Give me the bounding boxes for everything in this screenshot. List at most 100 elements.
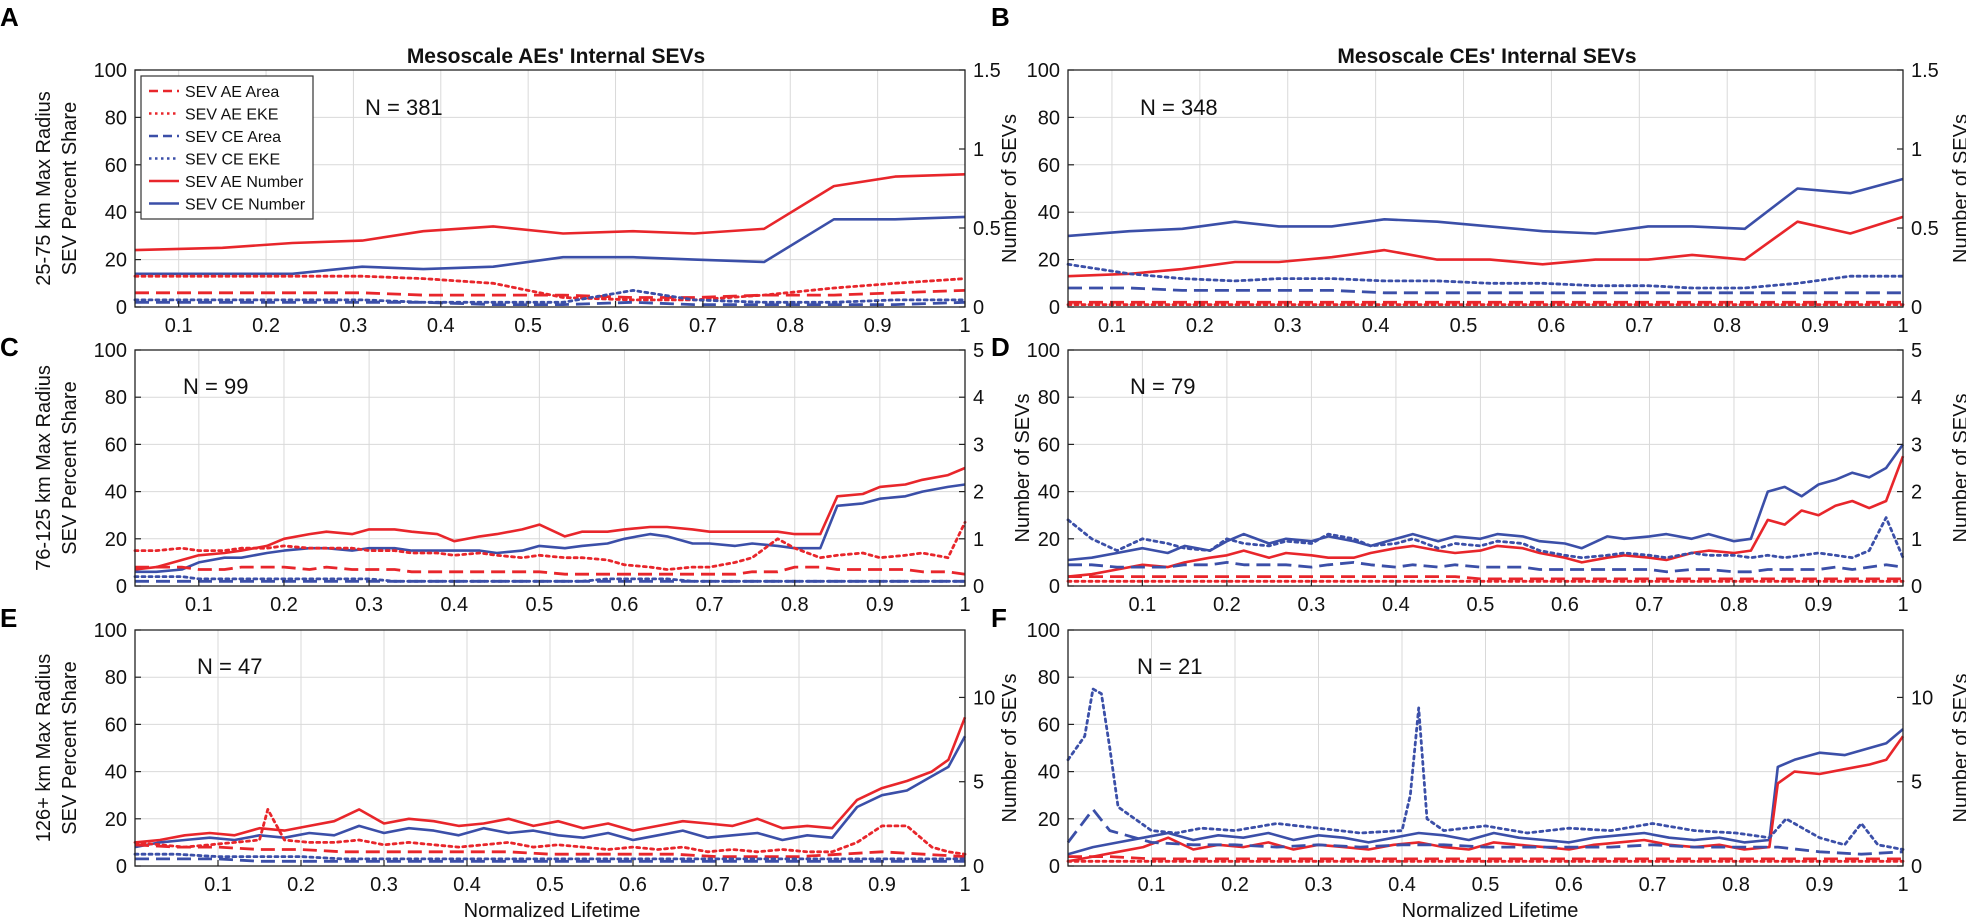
ylabel-right: Number of SEVs [1950, 394, 1966, 543]
ytick-label: 40 [105, 482, 127, 504]
legend-label: SEV CE Number [185, 197, 306, 214]
xtick-label: 0.4 [1382, 594, 1410, 616]
ytick-right-label: 1.5 [1911, 60, 1939, 82]
ytick-right-label: 5 [1911, 340, 1922, 362]
series-line-sev-ce-number [135, 483, 966, 574]
series-line-sev-ae-eke [133, 520, 967, 571]
ytick-label: 80 [1038, 667, 1060, 689]
xtick-label: 0.8 [1713, 315, 1741, 337]
panel-letter-d: D [991, 332, 1010, 362]
ytick-right-label: 3 [973, 434, 984, 456]
xtick-label: 0.5 [536, 874, 564, 896]
xtick-label: 0.4 [440, 594, 468, 616]
ytick-label: 40 [1038, 482, 1060, 504]
xtick-label: 0.2 [1213, 594, 1241, 616]
ylabel-left: 126+ km Max Radius [33, 654, 55, 842]
series-line-sev-ce-number [134, 735, 967, 849]
ytick-label: 80 [105, 107, 127, 129]
ytick-label: 40 [1038, 202, 1060, 224]
xtick-label: 0.8 [1722, 874, 1750, 896]
ytick-label: 80 [105, 387, 127, 409]
xtick-label: 1 [1897, 874, 1908, 896]
series-line-sev-ae-number [1067, 215, 1904, 278]
left-column-title: Mesoscale AEs' Internal SEVs [407, 45, 705, 68]
n-label: N = 79 [1130, 374, 1195, 399]
axes-box [1067, 69, 1904, 308]
xtick-label: 0.3 [340, 315, 368, 337]
xtick-label: 0.2 [252, 315, 280, 337]
xtick-label: 0.5 [1467, 594, 1495, 616]
ytick-right-label: 0.5 [973, 218, 1001, 240]
xtick-label: 0.7 [1625, 315, 1653, 337]
ytick-label: 0 [1049, 297, 1060, 319]
ytick-right-label: 3 [1911, 434, 1922, 456]
xtick-label: 0.3 [1305, 874, 1333, 896]
xtick-label: 0.6 [1551, 594, 1579, 616]
ytick-label: 100 [1027, 340, 1060, 362]
ylabel-right: Number of SEVs [1950, 674, 1966, 823]
series-line-sev-ce-area [135, 300, 966, 307]
xtick-label: 0.5 [1450, 315, 1478, 337]
n-label: N = 21 [1137, 654, 1202, 679]
panel-b-chart: 0 20 40 60 80 100 0 0.5 1 1.5 0.1 0.2 0.3 0.4 0.5 0.6 0.… [999, 60, 1966, 337]
ytick-right-label: 1 [973, 139, 984, 161]
xtick-label: 0.4 [453, 874, 481, 896]
ytick-label: 100 [94, 340, 127, 362]
ylabel-left: 76-125 km Max Radius [33, 365, 55, 571]
ytick-label: 60 [105, 155, 127, 177]
ytick-right-label: 1 [1911, 529, 1922, 551]
series-line-sev-ae-area [1068, 855, 1903, 861]
xtick-label: 0.7 [1636, 594, 1664, 616]
series-line-sev-ae-number [134, 466, 966, 571]
axes-box [134, 69, 966, 308]
panel-a-chart: 0 20 40 60 80 100 0 0.5 1 1.5 0.1 0.2 0.3 0.4 0.5 0.6 0.… [33, 60, 1001, 337]
ytick-label: 0 [1049, 856, 1060, 878]
series-line-sev-ce-eke [1066, 262, 1905, 290]
xtick-label: 0.2 [287, 874, 315, 896]
ytick-label: 0 [1049, 576, 1060, 598]
ytick-right-label: 4 [973, 387, 984, 409]
series-line-sev-ae-area [135, 565, 966, 576]
xtick-label: 0.9 [868, 874, 896, 896]
series-line-sev-ae-area [1068, 575, 1903, 581]
xtick-label: 1 [1897, 594, 1908, 616]
ytick-label: 0 [116, 297, 127, 319]
ylabel-left: Number of SEVs [999, 114, 1021, 263]
ytick-label: 60 [1038, 714, 1060, 736]
ytick-label: 20 [105, 529, 127, 551]
xtick-label: 0.2 [1221, 874, 1249, 896]
series-line-sev-ce-area [1066, 808, 1904, 856]
ytick-label: 40 [105, 762, 127, 784]
ytick-right-label: 0 [1911, 856, 1922, 878]
n-label: N = 99 [183, 374, 248, 399]
xtick-label: 0.1 [1138, 874, 1166, 896]
xtick-label: 0.2 [1186, 315, 1214, 337]
ytick-right-label: 2 [973, 482, 984, 504]
xtick-label: 0.1 [185, 594, 213, 616]
xtick-label: 0.9 [1805, 594, 1833, 616]
legend-label: SEV CE Area [185, 129, 281, 146]
panel-letter-c: C [0, 332, 19, 362]
legend-label: SEV AE EKE [185, 107, 278, 124]
ytick-label: 80 [105, 667, 127, 689]
xtick-label: 0.4 [1388, 874, 1416, 896]
series-line-sev-ce-eke [133, 852, 967, 861]
ytick-right-label: 5 [973, 772, 984, 794]
series-line-sev-ce-eke [1066, 687, 1905, 851]
xtick-label: 0.9 [1801, 315, 1829, 337]
n-label: N = 348 [1140, 95, 1218, 120]
right-column-title: Mesoscale CEs' Internal SEVs [1337, 45, 1636, 68]
ytick-label: 20 [1038, 809, 1060, 831]
series-line-sev-ce-number [1067, 728, 1904, 856]
xtick-label: 0.9 [1806, 874, 1834, 896]
xtick-label: 0.3 [355, 594, 383, 616]
series-line-sev-ae-area [135, 289, 966, 299]
ytick-label: 60 [1038, 155, 1060, 177]
ytick-right-label: 10 [973, 687, 995, 709]
ytick-label: 100 [1027, 60, 1060, 82]
ytick-label: 0 [116, 576, 127, 598]
xtick-label: 0.9 [866, 594, 894, 616]
ytick-label: 20 [105, 809, 127, 831]
